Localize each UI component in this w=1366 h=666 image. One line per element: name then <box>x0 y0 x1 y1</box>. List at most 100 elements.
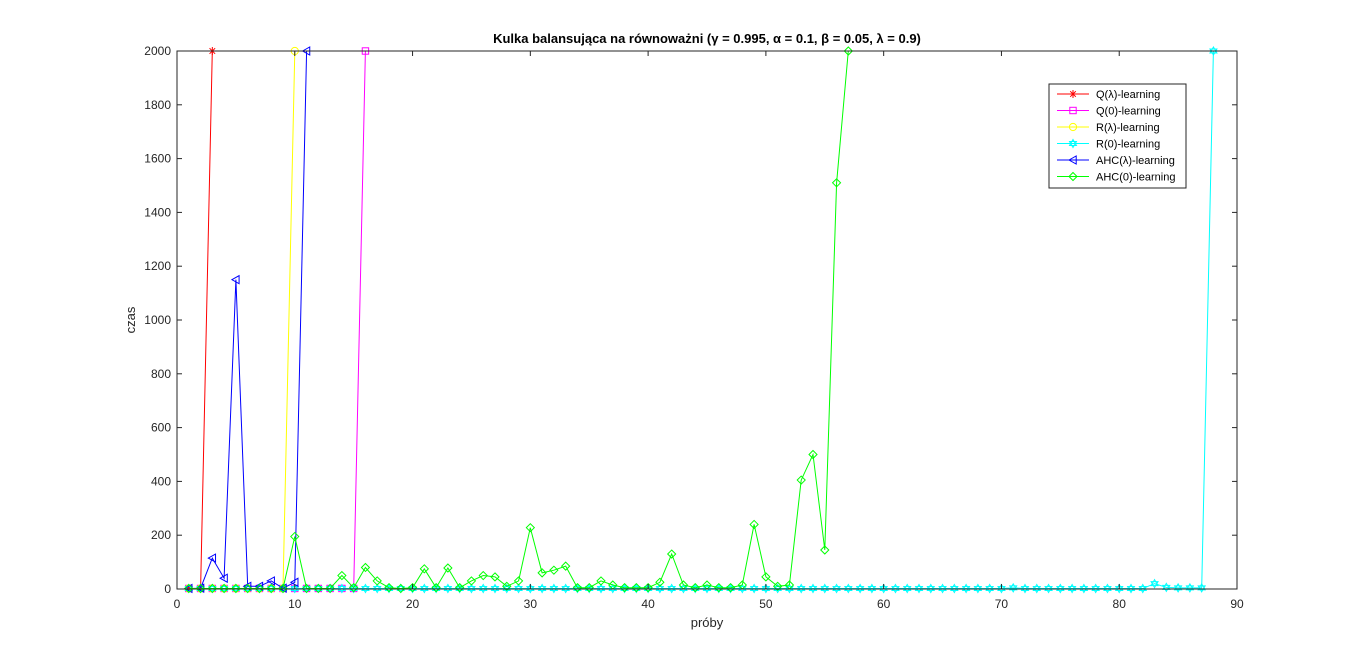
y-tick-label: 1600 <box>144 152 171 166</box>
data-point <box>219 573 228 584</box>
data-point <box>207 553 217 563</box>
data-point <box>325 583 335 594</box>
data-point <box>549 565 559 575</box>
x-tick-label: 60 <box>877 597 891 611</box>
data-point <box>337 570 347 581</box>
data-point <box>195 583 206 594</box>
data-point <box>831 178 842 188</box>
data-point <box>1150 578 1159 589</box>
x-tick-label: 30 <box>524 597 538 611</box>
data-point <box>290 531 300 542</box>
data-point <box>254 583 265 594</box>
y-tick-label: 1000 <box>144 313 171 327</box>
legend: Q(λ)-learning Q(0)-learning R(λ)-learning R… <box>1048 83 1187 189</box>
data-point <box>443 563 453 573</box>
data-point <box>690 582 700 593</box>
data-point <box>454 582 465 593</box>
legend-item-ahc-0-learning: AHC(0)-learning <box>1057 172 1175 184</box>
data-point <box>372 576 382 586</box>
legend-marker <box>1069 90 1077 98</box>
legend-label: R(λ)-learning <box>1096 122 1160 134</box>
x-tick-label: 70 <box>995 597 1009 611</box>
x-tick-label: 0 <box>174 597 181 611</box>
data-point <box>219 583 229 594</box>
legend-box <box>1048 83 1187 189</box>
data-point <box>360 562 371 573</box>
data-point <box>184 583 194 594</box>
x-tick-label: 20 <box>406 597 420 611</box>
data-point <box>525 522 536 533</box>
data-point <box>230 274 240 285</box>
data-point <box>466 576 477 586</box>
y-axis-label: czas <box>123 306 138 333</box>
data-point <box>796 475 806 485</box>
data-point <box>843 46 854 56</box>
x-tick-label: 80 <box>1113 597 1127 611</box>
data-point <box>808 449 818 460</box>
axes: 0 10 20 30 40 50 60 70 80 90 0 200 400 600 800 1000 1200… <box>144 44 1244 611</box>
data-point <box>207 583 218 594</box>
legend-marker <box>1068 138 1078 149</box>
data-point <box>725 582 736 593</box>
data-point <box>278 583 288 594</box>
data-point <box>184 584 193 593</box>
data-point <box>584 582 594 593</box>
legend-marker <box>1068 171 1078 182</box>
data-point <box>419 564 430 574</box>
data-point <box>619 582 630 593</box>
legend-item-ahc-lambda-learning: AHC(λ)-learning <box>1057 155 1175 167</box>
legend-item-q-lambda-learning: Q(λ)-learning <box>1057 89 1160 101</box>
data-point <box>266 583 276 594</box>
chart-title: Kulka balansująca na równoważni (γ = 0.9… <box>493 31 921 46</box>
series-line <box>188 50 849 590</box>
legend-label: AHC(0)-learning <box>1096 172 1175 184</box>
legend-item-r-lambda-learning: R(λ)-learning <box>1057 122 1160 134</box>
data-point <box>301 583 312 594</box>
data-point <box>749 519 759 530</box>
data-point <box>537 568 547 578</box>
x-axis-label: próby <box>691 615 724 630</box>
data-point <box>348 582 359 593</box>
data-point <box>643 582 653 593</box>
x-tick-label: 10 <box>288 597 302 611</box>
data-point <box>772 581 783 592</box>
series-line <box>188 50 308 589</box>
data-point <box>266 576 275 586</box>
data-point <box>513 576 524 586</box>
data-point <box>761 572 771 582</box>
y-tick-label: 2000 <box>144 44 171 58</box>
data-point <box>631 582 642 593</box>
legend-label: Q(0)-learning <box>1096 106 1161 118</box>
series-ahc-0-learning <box>184 46 854 594</box>
data-point <box>478 570 488 581</box>
y-tick-label: 0 <box>164 582 171 596</box>
legend-item-q-0-learning: Q(0)-learning <box>1057 106 1161 118</box>
legend-marker <box>1067 155 1077 165</box>
y-tick-label: 1400 <box>144 205 171 219</box>
data-point <box>820 545 830 555</box>
data-point <box>242 583 253 594</box>
legend-label: R(0)-learning <box>1096 139 1160 151</box>
legend-marker <box>1068 122 1078 132</box>
data-point <box>431 582 441 593</box>
data-point <box>384 582 394 593</box>
data-point <box>560 561 571 571</box>
data-point <box>231 583 241 594</box>
y-tick-label: 1200 <box>144 259 171 273</box>
data-point <box>313 583 324 594</box>
y-tick-label: 200 <box>151 528 171 542</box>
data-point <box>666 549 677 559</box>
legend-label: AHC(λ)-learning <box>1096 155 1175 167</box>
data-point <box>490 572 500 582</box>
y-tick-label: 1800 <box>144 98 171 112</box>
data-point <box>502 581 512 592</box>
data-point <box>572 582 583 593</box>
y-tick-label: 400 <box>151 474 171 488</box>
x-tick-label: 40 <box>641 597 655 611</box>
data-point <box>655 577 665 587</box>
x-tick-label: 90 <box>1230 597 1244 611</box>
y-tick-label: 800 <box>151 367 171 381</box>
data-point <box>1209 46 1218 56</box>
